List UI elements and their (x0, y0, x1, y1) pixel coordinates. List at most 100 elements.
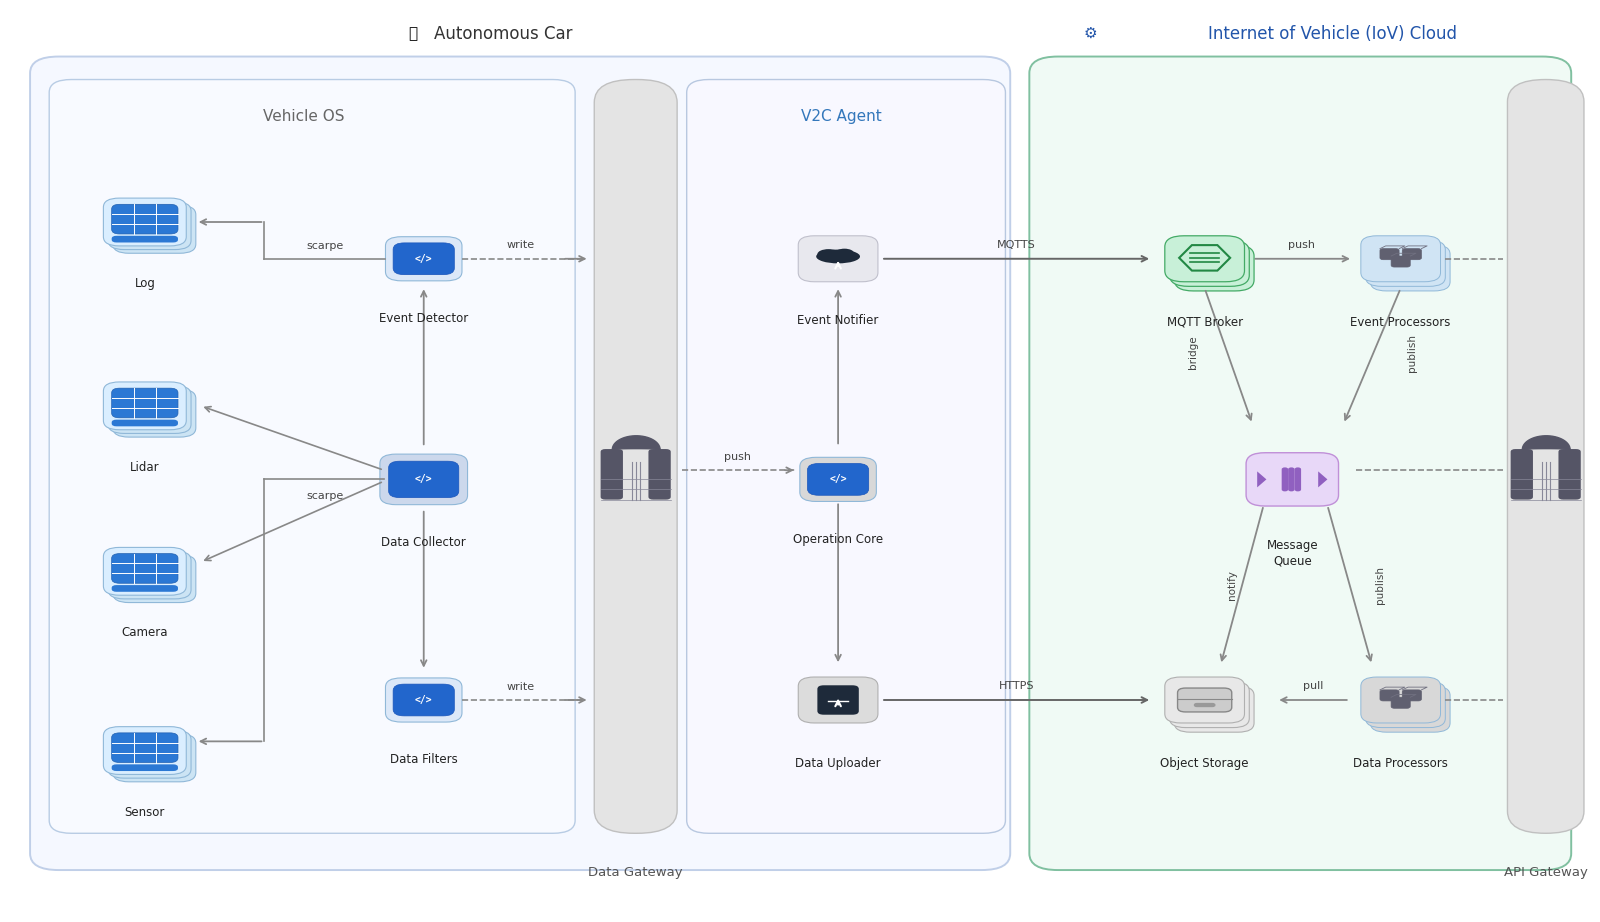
Text: Sensor: Sensor (125, 806, 165, 819)
FancyBboxPatch shape (50, 79, 574, 833)
Text: Data Filters: Data Filters (390, 753, 458, 766)
Text: scarpe: scarpe (306, 242, 344, 252)
FancyBboxPatch shape (112, 585, 178, 592)
Text: Operation Core: Operation Core (794, 533, 883, 546)
Text: Object Storage: Object Storage (1160, 757, 1250, 770)
FancyBboxPatch shape (1390, 697, 1410, 708)
FancyBboxPatch shape (1390, 256, 1410, 267)
FancyBboxPatch shape (1402, 249, 1421, 260)
FancyBboxPatch shape (818, 685, 859, 715)
FancyBboxPatch shape (1507, 79, 1584, 833)
Text: </>: </> (414, 695, 432, 705)
Text: Data Gateway: Data Gateway (589, 867, 683, 880)
Text: Data Collector: Data Collector (381, 537, 466, 550)
FancyBboxPatch shape (798, 677, 878, 723)
Text: publish: publish (1374, 566, 1386, 604)
Text: write: write (507, 241, 534, 251)
FancyBboxPatch shape (1366, 241, 1445, 287)
FancyBboxPatch shape (808, 464, 869, 495)
Text: 🚗: 🚗 (408, 26, 418, 41)
FancyBboxPatch shape (648, 449, 670, 500)
Text: pull: pull (1302, 680, 1323, 691)
Text: </>: </> (829, 475, 846, 484)
FancyBboxPatch shape (104, 198, 186, 246)
Text: notify: notify (1227, 570, 1237, 600)
Text: Data Uploader: Data Uploader (795, 757, 882, 770)
Text: Message
Queue: Message Queue (1267, 539, 1318, 567)
FancyBboxPatch shape (1370, 686, 1450, 732)
FancyBboxPatch shape (1379, 690, 1398, 701)
FancyBboxPatch shape (112, 764, 178, 771)
FancyBboxPatch shape (1558, 449, 1581, 500)
FancyBboxPatch shape (1246, 453, 1339, 506)
Text: Internet of Vehicle (IoV) Cloud: Internet of Vehicle (IoV) Cloud (1208, 25, 1456, 42)
FancyBboxPatch shape (1366, 681, 1445, 727)
FancyBboxPatch shape (1294, 467, 1301, 491)
FancyBboxPatch shape (1379, 249, 1398, 260)
Text: Lidar: Lidar (130, 461, 160, 474)
Polygon shape (1258, 471, 1267, 488)
FancyBboxPatch shape (686, 79, 1005, 833)
FancyBboxPatch shape (112, 205, 178, 234)
FancyBboxPatch shape (104, 727, 186, 774)
Text: write: write (507, 681, 534, 692)
FancyBboxPatch shape (600, 449, 622, 500)
FancyBboxPatch shape (386, 237, 462, 281)
FancyBboxPatch shape (379, 455, 467, 504)
FancyBboxPatch shape (112, 236, 178, 242)
Text: Event Detector: Event Detector (379, 312, 469, 325)
Text: MQTT Broker: MQTT Broker (1166, 315, 1243, 329)
FancyBboxPatch shape (394, 684, 454, 715)
FancyBboxPatch shape (1174, 686, 1254, 732)
FancyBboxPatch shape (104, 382, 186, 430)
FancyBboxPatch shape (112, 388, 178, 418)
Text: V2C Agent: V2C Agent (802, 109, 882, 124)
Ellipse shape (816, 250, 861, 264)
FancyBboxPatch shape (109, 385, 190, 433)
FancyBboxPatch shape (1362, 236, 1440, 282)
Text: </>: </> (414, 475, 432, 484)
FancyBboxPatch shape (389, 461, 459, 498)
Text: Event Notifier: Event Notifier (797, 313, 878, 327)
FancyBboxPatch shape (112, 553, 178, 584)
Text: scarpe: scarpe (306, 491, 344, 501)
FancyBboxPatch shape (109, 551, 190, 599)
Text: bridge: bridge (1189, 336, 1198, 370)
Ellipse shape (835, 249, 854, 258)
FancyBboxPatch shape (394, 242, 454, 275)
Text: MQTTS: MQTTS (997, 240, 1035, 250)
FancyBboxPatch shape (386, 678, 462, 722)
FancyBboxPatch shape (1170, 681, 1250, 727)
Text: Autonomous Car: Autonomous Car (434, 25, 573, 42)
FancyBboxPatch shape (104, 548, 186, 596)
Text: Log: Log (134, 278, 155, 290)
FancyBboxPatch shape (1178, 688, 1232, 712)
Ellipse shape (818, 249, 840, 259)
FancyBboxPatch shape (1194, 703, 1216, 707)
FancyBboxPatch shape (114, 734, 195, 782)
FancyBboxPatch shape (800, 457, 877, 502)
FancyBboxPatch shape (109, 202, 190, 250)
FancyBboxPatch shape (1165, 677, 1245, 723)
Text: API Gateway: API Gateway (1504, 867, 1587, 880)
Text: </>: </> (414, 254, 432, 264)
FancyBboxPatch shape (109, 730, 190, 778)
FancyBboxPatch shape (798, 236, 878, 282)
FancyBboxPatch shape (114, 555, 195, 603)
FancyBboxPatch shape (1029, 56, 1571, 870)
FancyBboxPatch shape (114, 389, 195, 437)
FancyBboxPatch shape (30, 56, 1010, 870)
FancyBboxPatch shape (112, 420, 178, 426)
Text: ⚙: ⚙ (1083, 26, 1096, 41)
FancyBboxPatch shape (114, 206, 195, 254)
FancyBboxPatch shape (1362, 677, 1440, 723)
FancyBboxPatch shape (1288, 467, 1294, 491)
FancyBboxPatch shape (1370, 245, 1450, 291)
Text: Data Processors: Data Processors (1354, 757, 1448, 770)
FancyBboxPatch shape (594, 79, 677, 833)
Text: Event Processors: Event Processors (1350, 315, 1451, 329)
FancyBboxPatch shape (1165, 236, 1245, 282)
FancyBboxPatch shape (112, 733, 178, 762)
Text: Camera: Camera (122, 626, 168, 640)
FancyBboxPatch shape (1170, 241, 1250, 287)
